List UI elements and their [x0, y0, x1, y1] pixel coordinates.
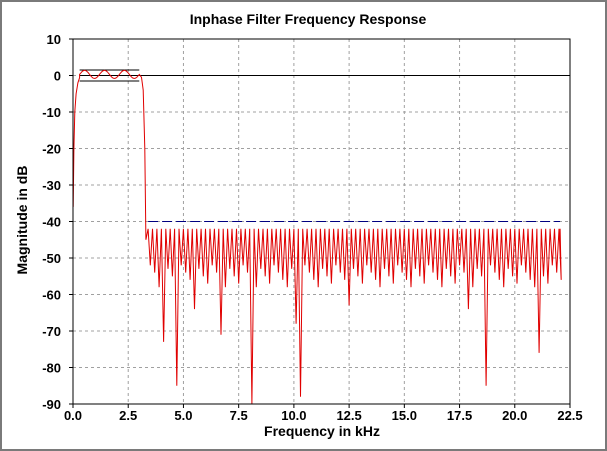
grid	[69, 38, 571, 408]
tick-labels: 0.0 2.5 5.0 7.5 10.0 12.5 15.0 17.5 20.0 22.5 10 0 -…	[42, 32, 582, 423]
chart-title: Inphase Filter Frequency Response	[190, 11, 427, 27]
x-tick-label: 17.5	[447, 408, 472, 423]
x-tick-label: 2.5	[119, 408, 137, 423]
x-tick-label: 5.0	[174, 408, 192, 423]
y-tick-label: -30	[42, 178, 61, 193]
x-tick-label: 12.5	[336, 408, 361, 423]
x-tick-label: 10.0	[281, 408, 306, 423]
y-tick-label: -50	[42, 251, 61, 266]
y-tick-label: -40	[42, 215, 61, 230]
plot-border	[72, 38, 571, 405]
y-tick-label: -10	[42, 105, 61, 120]
y-tick-label: -70	[42, 324, 61, 339]
y-axis-label: Magnitude in dB	[14, 166, 30, 275]
y-tick-label: -80	[42, 361, 61, 376]
x-tick-label: 15.0	[392, 408, 417, 423]
y-tick-label: -60	[42, 288, 61, 303]
y-tick-label: -90	[42, 397, 61, 412]
x-tick-label: 20.0	[502, 408, 527, 423]
plot-area	[72, 69, 570, 405]
x-tick-label: 22.5	[557, 408, 582, 423]
x-tick-label: 0.0	[64, 408, 82, 423]
x-axis-label: Frequency in kHz	[264, 423, 380, 439]
y-tick-label: 0	[54, 69, 61, 84]
y-tick-label: -20	[42, 142, 61, 157]
x-tick-label: 7.5	[230, 408, 248, 423]
response-curve	[72, 69, 562, 405]
y-tick-label: 10	[47, 32, 61, 47]
